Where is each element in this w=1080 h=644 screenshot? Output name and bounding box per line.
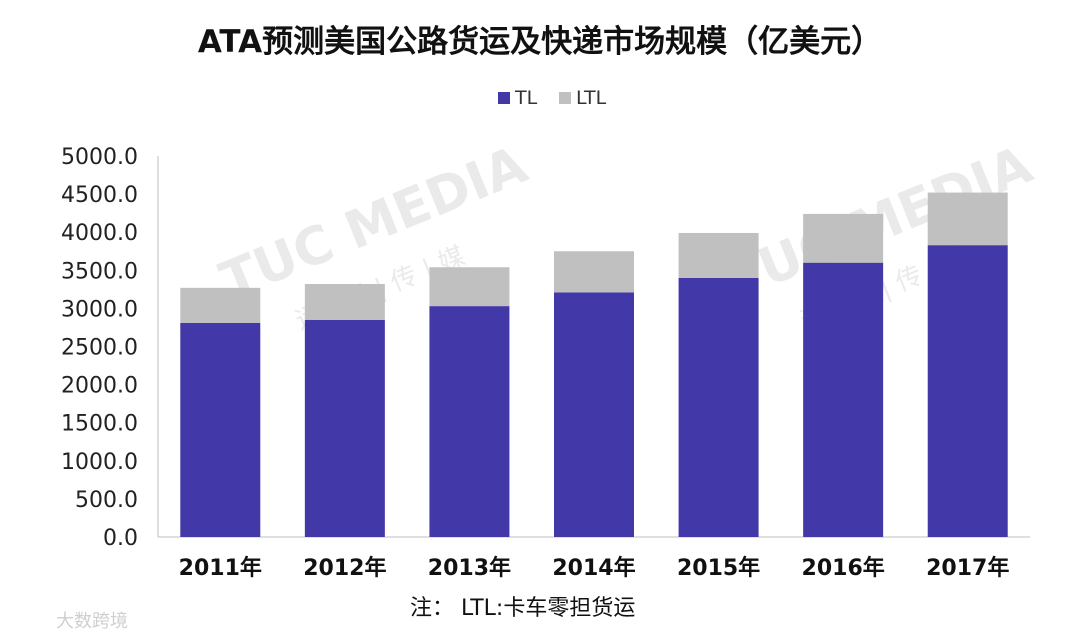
x-tick-label: 2016年 xyxy=(802,555,885,581)
x-tick-label: 2014年 xyxy=(552,555,635,581)
bar-ltl-0 xyxy=(180,287,261,323)
bar-ltl-3 xyxy=(554,251,634,293)
y-tick-label: 4500.0 xyxy=(61,183,138,208)
x-tick-label: 2012年 xyxy=(303,555,386,581)
axes: 0.0 500.0 1000.0 1500.0 2000.0 2500.0 3000.0 35… xyxy=(61,145,1030,581)
bar-ltl-2 xyxy=(429,267,510,307)
y-tick-label: 5000.0 xyxy=(61,145,138,170)
y-tick-label: 2000.0 xyxy=(61,374,138,399)
x-tick-label: 2013年 xyxy=(428,555,511,581)
y-tick-label: 1000.0 xyxy=(61,450,138,475)
bar-ltl-5 xyxy=(803,213,884,263)
x-tick-label: 2017年 xyxy=(926,555,1009,581)
x-tick-label: 2015年 xyxy=(677,555,760,581)
bar-tl-5 xyxy=(803,262,884,537)
bars xyxy=(180,192,1008,538)
y-tick-label: 500.0 xyxy=(75,488,138,513)
bar-tl-4 xyxy=(678,277,759,537)
chart-title: ATA预测美国公路货运及快递市场规模（亿美元） xyxy=(198,24,882,60)
bar-ltl-6 xyxy=(927,192,1008,246)
x-tick-label: 2011年 xyxy=(179,555,262,581)
legend-label-tl: TL xyxy=(514,87,538,109)
bar-tl-0 xyxy=(180,322,261,537)
bar-tl-1 xyxy=(304,319,385,537)
bar-tl-2 xyxy=(429,306,510,537)
bar-ltl-1 xyxy=(304,284,385,320)
chart-note: 注： LTL:卡车零担货运 xyxy=(410,596,635,621)
y-tick-label: 3000.0 xyxy=(61,297,138,322)
legend-swatch-tl xyxy=(498,92,510,104)
y-tick-label: 3500.0 xyxy=(61,259,138,284)
y-tick-label: 1500.0 xyxy=(61,412,138,437)
legend-label-ltl: LTL xyxy=(576,87,607,109)
y-tick-label: 4000.0 xyxy=(61,221,138,246)
watermark-corner: 大数跨境 xyxy=(56,611,128,632)
bar-tl-6 xyxy=(927,245,1008,538)
y-tick-label: 2500.0 xyxy=(61,336,138,361)
bar-tl-3 xyxy=(554,292,634,537)
legend-swatch-ltl xyxy=(559,92,571,104)
legend: TL LTL xyxy=(498,87,607,109)
y-tick-label: 0.0 xyxy=(103,526,138,551)
bar-ltl-4 xyxy=(678,232,759,278)
